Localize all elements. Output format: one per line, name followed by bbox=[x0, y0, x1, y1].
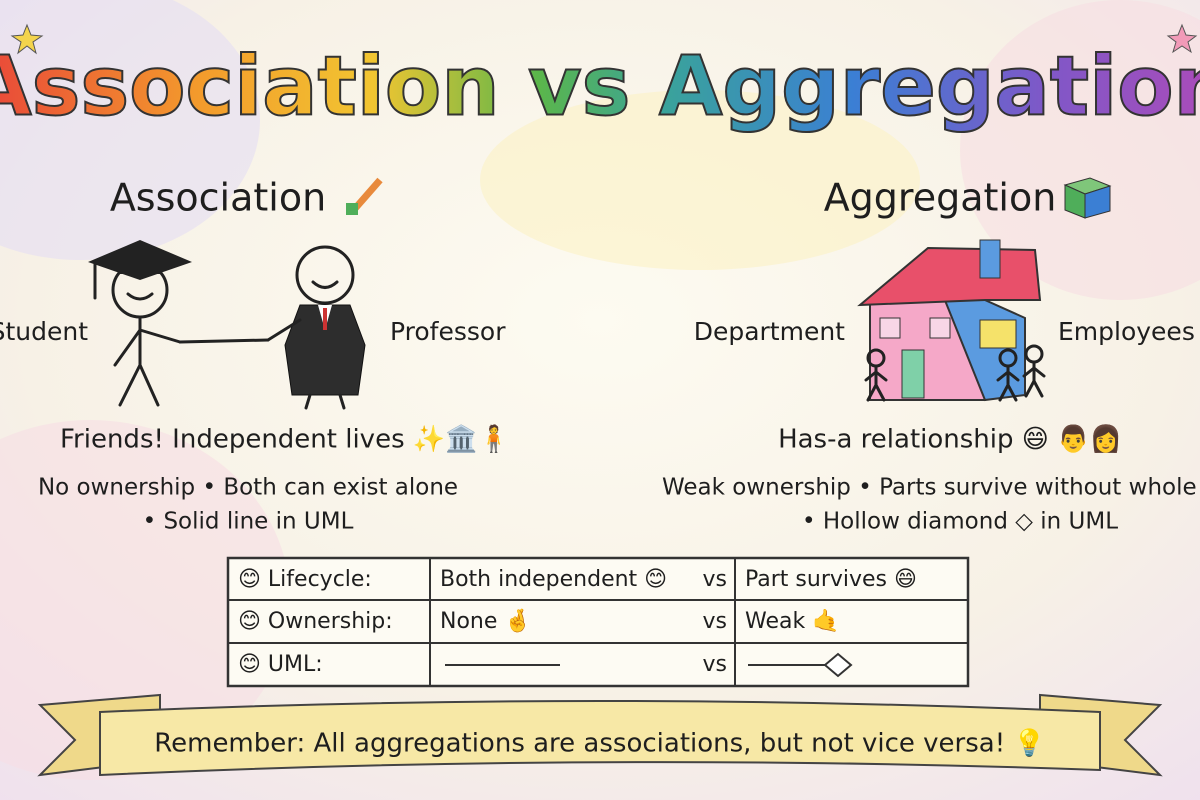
row-label: 😊 Ownership: bbox=[238, 609, 393, 634]
role-label: Student bbox=[0, 317, 88, 346]
wash bbox=[960, 0, 1200, 300]
point: No ownership • Both can exist alone bbox=[38, 475, 458, 501]
cell: Weak 🤙 bbox=[745, 608, 840, 634]
star bbox=[1166, 23, 1198, 54]
role-label: Professor bbox=[390, 317, 506, 346]
point: Weak ownership • Parts survive without w… bbox=[662, 475, 1197, 501]
professor-figure bbox=[266, 245, 366, 410]
banner bbox=[37, 693, 1163, 777]
point: • Solid line in UML bbox=[143, 509, 354, 535]
row-label: 😊 Lifecycle: bbox=[238, 567, 372, 592]
cube-icon bbox=[1063, 177, 1112, 219]
tagline: Friends! Independent lives ✨🏛️🧍 bbox=[60, 424, 510, 455]
section-heading: Association bbox=[110, 176, 326, 220]
employee-figures bbox=[864, 344, 1046, 402]
tagline: Has-a relationship 😄 👨‍👩 bbox=[778, 424, 1122, 455]
hollow-diamond bbox=[823, 652, 853, 678]
role-label: Employees bbox=[1058, 317, 1195, 346]
point: • Hollow diamond ◇ in UML bbox=[802, 509, 1118, 535]
section-heading: Aggregation bbox=[824, 176, 1057, 220]
vs: vs bbox=[703, 652, 727, 677]
star bbox=[10, 23, 44, 55]
vs: vs bbox=[703, 567, 727, 592]
student-figure bbox=[88, 240, 192, 407]
house bbox=[857, 239, 1042, 402]
link-icon bbox=[346, 177, 383, 215]
cell: None 🤞 bbox=[440, 608, 532, 634]
row-label: 😊 UML: bbox=[238, 652, 323, 677]
title: Association vs Aggregation bbox=[0, 39, 1200, 134]
wash bbox=[480, 90, 920, 270]
comparison-table: 😊 Lifecycle: Both independent 😊 vs Part … bbox=[226, 556, 970, 688]
wash bbox=[0, 0, 260, 260]
cell: Both independent 😊 bbox=[440, 567, 667, 592]
cell: Part survives 😄 bbox=[745, 567, 917, 592]
vs: vs bbox=[703, 609, 727, 634]
footer-note: Remember: All aggregations are associati… bbox=[154, 728, 1046, 759]
solid-link bbox=[178, 338, 270, 344]
wash bbox=[0, 420, 290, 780]
role-label: Department bbox=[694, 317, 845, 346]
